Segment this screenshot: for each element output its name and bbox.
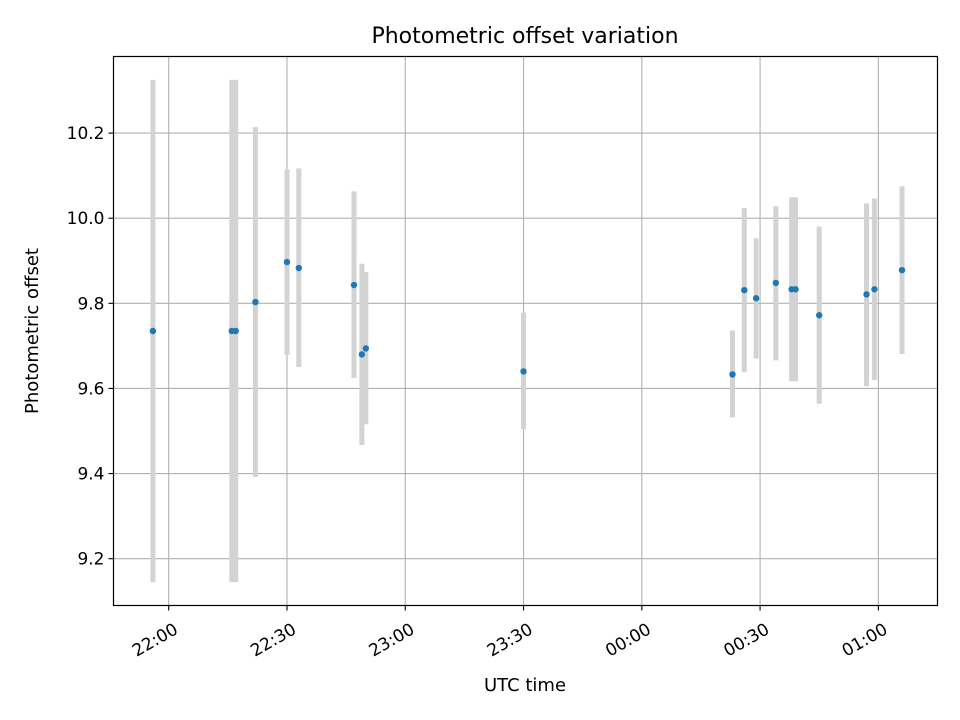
data-point: [283, 258, 291, 266]
data-point: [792, 286, 799, 293]
y-tick-label: 9.4: [77, 465, 104, 485]
data-point: [816, 312, 823, 319]
y-tick-label: 10.2: [67, 124, 105, 144]
data-point: [252, 298, 259, 306]
data-point: [752, 295, 760, 302]
data-point: [358, 351, 366, 358]
data-point: [362, 345, 370, 352]
y-axis-title: Photometric offset: [22, 248, 43, 414]
y-tick-label: 10.0: [67, 209, 105, 229]
y-tick-label: 9.2: [77, 550, 104, 570]
y-axis: 9.2 9.4 9.6 9.8 10.0 10.2: [67, 124, 114, 570]
x-axis-title: UTC time: [484, 675, 566, 696]
data-point: [520, 368, 527, 375]
data-points: [149, 258, 906, 378]
y-tick-label: 9.8: [77, 294, 104, 314]
chart-title: Photometric offset variation: [371, 24, 678, 49]
data-point: [772, 279, 780, 287]
data-point: [729, 371, 736, 378]
plot-frame: [112, 55, 939, 607]
y-tick-label: 9.6: [77, 379, 104, 399]
data-point: [232, 327, 239, 335]
data-point: [149, 327, 157, 335]
data-point: [741, 286, 748, 294]
data-point: [295, 264, 303, 272]
data-point: [350, 281, 358, 289]
data-point: [871, 286, 878, 293]
grid: [113, 56, 938, 606]
data-point: [863, 291, 870, 298]
data-point: [898, 266, 906, 274]
